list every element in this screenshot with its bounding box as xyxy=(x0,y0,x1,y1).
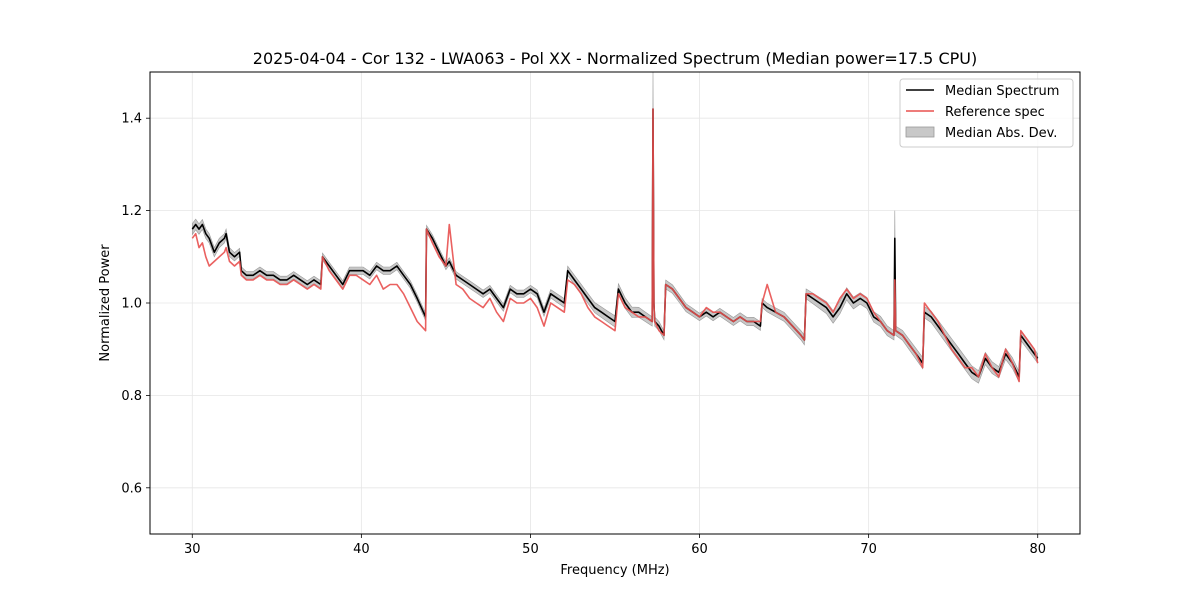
y-tick-label: 1.2 xyxy=(121,204,142,219)
legend-label-median: Median Spectrum xyxy=(945,84,1059,99)
axis-ticks: 30 40 50 60 70 80 0.6 0.8 1.0 1.2 1.4 xyxy=(121,112,1046,557)
x-tick-label: 30 xyxy=(184,542,201,557)
y-axis-label: Normalized Power xyxy=(98,244,113,362)
x-tick-label: 80 xyxy=(1029,542,1046,557)
x-tick-label: 50 xyxy=(522,542,539,557)
legend-label-mad: Median Abs. Dev. xyxy=(945,126,1057,141)
x-tick-label: 70 xyxy=(860,542,877,557)
y-tick-label: 0.6 xyxy=(121,481,142,496)
series-layer xyxy=(191,108,1039,383)
x-tick-label: 60 xyxy=(691,542,708,557)
legend-box xyxy=(899,78,1074,148)
y-tick-label: 1.4 xyxy=(121,112,142,127)
x-tick-label: 40 xyxy=(353,542,370,557)
series-reference-spec xyxy=(191,108,1039,383)
legend: Median Spectrum Reference spec Median Ab… xyxy=(899,78,1074,148)
y-tick-label: 1.0 xyxy=(121,297,142,312)
y-tick-label: 0.8 xyxy=(121,389,142,404)
x-axis-label: Frequency (MHz) xyxy=(560,563,669,578)
legend-swatch-mad xyxy=(905,126,935,138)
chart-title: 2025-04-04 - Cor 132 - LWA063 - Pol XX -… xyxy=(253,49,977,68)
legend-label-reference: Reference spec xyxy=(945,105,1045,120)
